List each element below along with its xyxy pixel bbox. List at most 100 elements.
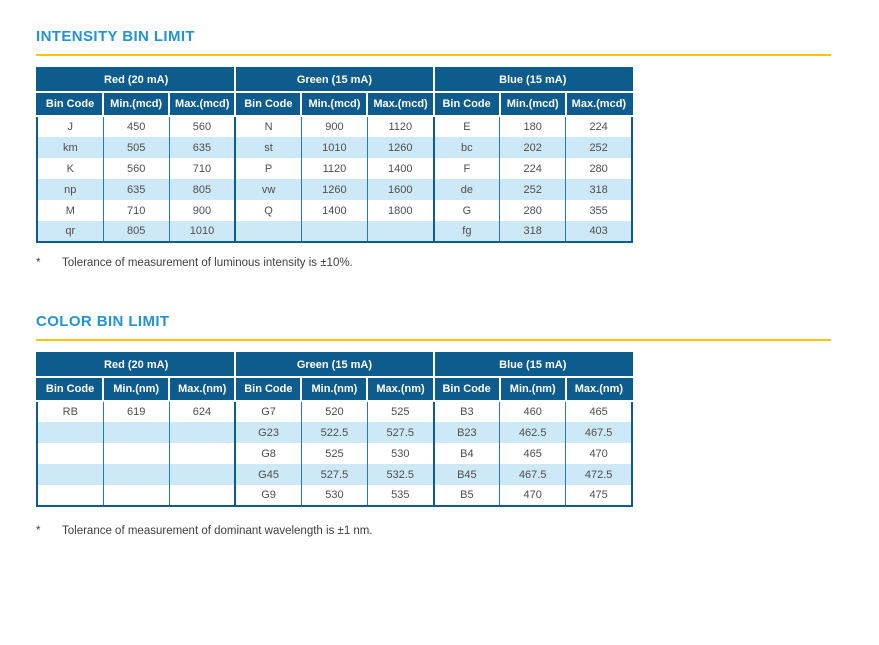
color-bin-table: Red (20 mA) Green (15 mA) Blue (15 mA) B… xyxy=(36,352,633,507)
table-cell: 532.5 xyxy=(366,464,434,485)
column-header: Min.(nm) xyxy=(102,376,171,402)
table-cell: de xyxy=(432,179,500,200)
table-cell: 467.5 xyxy=(565,422,632,443)
column-header: Bin Code xyxy=(37,376,105,402)
table-cell: 900 xyxy=(300,116,368,137)
footnote-marker: * xyxy=(36,525,41,537)
table-cell: st xyxy=(234,137,302,158)
column-header: Max.(nm) xyxy=(168,376,237,402)
gold-rule xyxy=(36,54,831,56)
table-cell: 355 xyxy=(565,200,632,221)
table-cell: 535 xyxy=(366,485,434,506)
table-cell: 1260 xyxy=(300,179,368,200)
table-cell: 1120 xyxy=(366,116,434,137)
group-header-blue: Blue (15 mA) xyxy=(432,68,632,93)
column-header-row: Bin Code Min.(mcd) Max.(mcd) Bin Code Mi… xyxy=(37,91,632,117)
table-cell: fg xyxy=(432,221,500,242)
table-cell: 1400 xyxy=(366,158,434,179)
footnote-intensity: * Tolerance of measurement of luminous i… xyxy=(36,257,636,269)
table-cell: G9 xyxy=(234,485,302,506)
table-cell xyxy=(37,485,104,506)
table-cell xyxy=(168,485,236,506)
table-cell: 252 xyxy=(565,137,632,158)
table-cell: 522.5 xyxy=(300,422,368,443)
column-header: Bin Code xyxy=(432,91,501,117)
table-row: M 710 900 Q 1400 1800 G 280 355 xyxy=(37,200,632,221)
table-cell: 527.5 xyxy=(366,422,434,443)
table-cell: N xyxy=(234,116,302,137)
table-cell: 1120 xyxy=(300,158,368,179)
table-cell: 1260 xyxy=(366,137,434,158)
table-cell: M xyxy=(37,200,104,221)
table-cell: G23 xyxy=(234,422,302,443)
table-cell: 318 xyxy=(499,221,566,242)
table-cell: 465 xyxy=(565,401,632,422)
table-cell xyxy=(300,221,368,242)
table-cell: 450 xyxy=(102,116,170,137)
table-cell: 520 xyxy=(300,401,368,422)
table-cell: 619 xyxy=(102,401,170,422)
table-body: RB 619 624 G7 520 525 B3 460 465 G23 522.5 527.5 B23… xyxy=(37,401,632,506)
table-cell: 460 xyxy=(499,401,566,422)
table-cell xyxy=(168,422,236,443)
table-cell xyxy=(102,422,170,443)
table-cell: 805 xyxy=(168,179,236,200)
table-cell: 475 xyxy=(565,485,632,506)
table-cell: 560 xyxy=(102,158,170,179)
table-cell: 1800 xyxy=(366,200,434,221)
table-cell: 318 xyxy=(565,179,632,200)
table-cell: 224 xyxy=(499,158,566,179)
table-cell: G45 xyxy=(234,464,302,485)
table-cell: 710 xyxy=(102,200,170,221)
table-cell: 1600 xyxy=(366,179,434,200)
column-header: Bin Code xyxy=(37,91,105,117)
table-cell: G7 xyxy=(234,401,302,422)
column-header: Max.(mcd) xyxy=(564,91,632,117)
group-header-green: Green (15 mA) xyxy=(234,68,435,93)
column-header: Max.(nm) xyxy=(564,376,632,402)
table-cell: J xyxy=(37,116,104,137)
table-row: G8 525 530 B4 465 470 xyxy=(37,443,632,464)
table-cell: RB xyxy=(37,401,104,422)
column-header-row: Bin Code Min.(nm) Max.(nm) Bin Code Min.… xyxy=(37,376,632,402)
group-header-row: Red (20 mA) Green (15 mA) Blue (15 mA) xyxy=(37,68,632,93)
table-cell: B23 xyxy=(432,422,500,443)
table-cell: 280 xyxy=(565,158,632,179)
table-cell: Q xyxy=(234,200,302,221)
table-cell: 525 xyxy=(366,401,434,422)
table-cell: 470 xyxy=(499,485,566,506)
intensity-bin-table: Red (20 mA) Green (15 mA) Blue (15 mA) B… xyxy=(36,67,633,243)
table-cell: 280 xyxy=(499,200,566,221)
column-header: Min.(mcd) xyxy=(498,91,567,117)
footnote-text: Tolerance of measurement of dominant wav… xyxy=(62,525,373,537)
table-cell: 202 xyxy=(499,137,566,158)
section-color-bin-limit: COLOR BIN LIMIT Red (20 mA) Green (15 mA… xyxy=(36,313,879,537)
table-cell: 635 xyxy=(168,137,236,158)
group-header-red: Red (20 mA) xyxy=(37,353,237,378)
table-row: np 635 805 vw 1260 1600 de 252 318 xyxy=(37,179,632,200)
column-header: Min.(mcd) xyxy=(102,91,171,117)
table-cell: 900 xyxy=(168,200,236,221)
section-title-intensity: INTENSITY BIN LIMIT xyxy=(36,28,195,45)
group-header-blue: Blue (15 mA) xyxy=(432,353,632,378)
column-header: Min.(nm) xyxy=(498,376,567,402)
table-cell: 224 xyxy=(565,116,632,137)
column-header: Max.(mcd) xyxy=(168,91,237,117)
group-header-green: Green (15 mA) xyxy=(234,353,435,378)
table-cell: bc xyxy=(432,137,500,158)
table-cell: np xyxy=(37,179,104,200)
table-cell: km xyxy=(37,137,104,158)
section-intensity-bin-limit: INTENSITY BIN LIMIT Red (20 mA) Green (1… xyxy=(36,28,879,269)
table-cell xyxy=(234,221,302,242)
table-row: G9 530 535 B5 470 475 xyxy=(37,485,632,506)
table-cell xyxy=(168,443,236,464)
section-title-color: COLOR BIN LIMIT xyxy=(36,313,170,330)
table-row: G23 522.5 527.5 B23 462.5 467.5 xyxy=(37,422,632,443)
table-cell xyxy=(102,443,170,464)
table-cell: 462.5 xyxy=(499,422,566,443)
column-header: Min.(nm) xyxy=(300,376,369,402)
table-cell: 1400 xyxy=(300,200,368,221)
table-cell: K xyxy=(37,158,104,179)
